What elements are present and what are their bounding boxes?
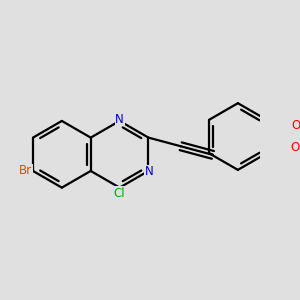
Text: Br: Br <box>19 164 32 178</box>
Text: O: O <box>291 119 300 132</box>
Text: O: O <box>290 141 300 154</box>
Text: N: N <box>145 165 154 178</box>
Text: Cl: Cl <box>114 187 125 200</box>
Text: N: N <box>115 112 124 125</box>
